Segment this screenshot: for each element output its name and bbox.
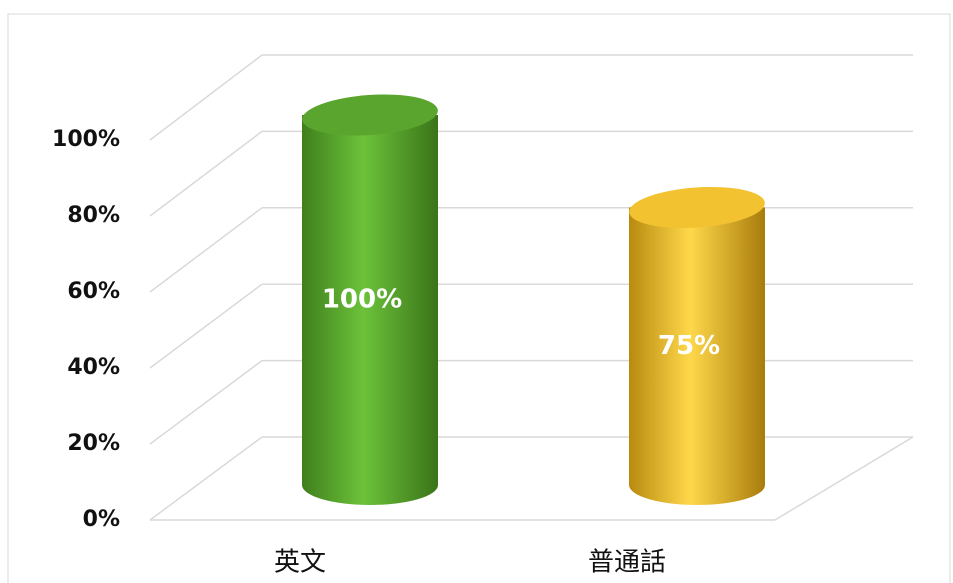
y-tick-label: 20% [67, 431, 120, 456]
grid-line [149, 130, 263, 217]
data-label: 100% [322, 285, 402, 315]
y-tick-label: 80% [67, 203, 120, 228]
y-tick-label: 60% [67, 279, 120, 304]
floor-edge [774, 436, 914, 521]
bar [629, 186, 765, 505]
x-tick-label: 普通話 [588, 548, 666, 578]
frame [7, 13, 951, 583]
y-tick-label: 40% [67, 355, 120, 380]
grid-line [149, 207, 263, 293]
grid-line [149, 436, 263, 521]
x-tick-label: 英文 [274, 548, 326, 578]
bar [302, 94, 438, 505]
grid-line [149, 359, 263, 445]
data-label: 75% [658, 331, 720, 361]
y-tick-label: 0% [83, 507, 120, 532]
grid-line [149, 283, 263, 369]
y-tick-label: 100% [52, 127, 120, 152]
grid-line [149, 54, 263, 141]
